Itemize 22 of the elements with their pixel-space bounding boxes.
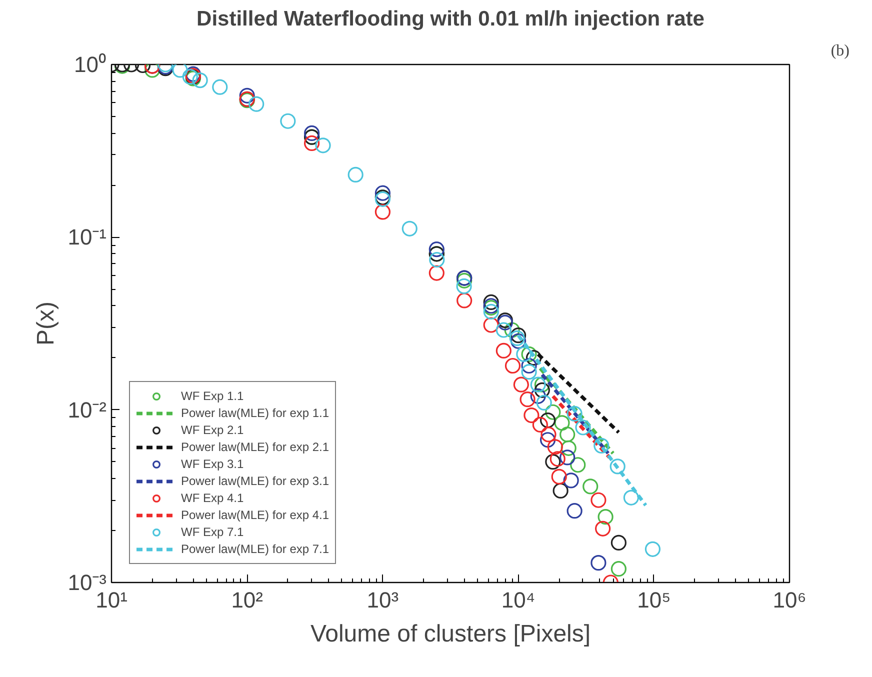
x-tick-label: 10³	[366, 588, 399, 612]
legend-label: Power law(MLE) for exp 1.1	[181, 405, 330, 421]
y-axis-title: P(x)	[32, 301, 60, 346]
legend-label: WF Exp 1.1	[181, 388, 244, 404]
y-tick-label: 10⁻²	[68, 397, 106, 422]
legend-label: Power law(MLE) for exp 3.1	[181, 473, 330, 489]
x-axis-title: Volume of clusters [Pixels]	[310, 620, 591, 648]
x-tick-label: 10⁵	[637, 588, 671, 612]
legend-label: Power law(MLE) for exp 2.1	[181, 439, 330, 455]
x-tick-label: 10⁶	[772, 588, 806, 612]
x-tick-label: 10²	[231, 588, 263, 612]
legend-label: Power law(MLE) for exp 7.1	[181, 541, 330, 557]
x-tick-label: 10⁴	[501, 588, 536, 612]
legend-label: WF Exp 4.1	[181, 490, 244, 506]
chart-title: Distilled Waterflooding with 0.01 ml/h injection rate	[196, 8, 704, 30]
legend-label: WF Exp 3.1	[181, 456, 244, 472]
legend-label: WF Exp 7.1	[181, 524, 244, 540]
legend-label: Power law(MLE) for exp 4.1	[181, 507, 330, 523]
text: (b)	[830, 42, 850, 60]
legend-label: WF Exp 2.1	[181, 422, 244, 438]
y-tick-label: 10⁻¹	[68, 224, 106, 250]
y-tick-label: 10⁰	[74, 52, 107, 77]
